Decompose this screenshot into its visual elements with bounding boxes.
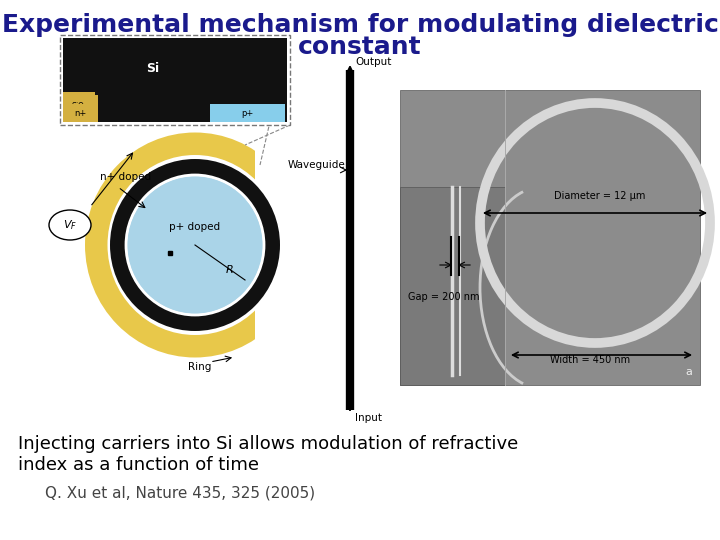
Text: SiO$_2$: SiO$_2$: [71, 101, 89, 113]
Bar: [63, 92, 98, 122]
Ellipse shape: [110, 159, 280, 331]
Text: $V_F$: $V_F$: [63, 218, 77, 232]
Text: a: a: [685, 367, 692, 377]
Text: Experimental mechanism for modulating dielectric: Experimental mechanism for modulating di…: [1, 13, 719, 37]
Text: Diameter = 12 μm: Diameter = 12 μm: [554, 191, 646, 201]
Text: Waveguide: Waveguide: [287, 160, 345, 170]
Text: n+ doped: n+ doped: [100, 172, 151, 182]
Text: Ring: Ring: [189, 362, 212, 372]
Ellipse shape: [107, 155, 282, 335]
Bar: [95, 43, 210, 95]
Ellipse shape: [85, 132, 305, 357]
FancyBboxPatch shape: [60, 35, 290, 125]
Text: p+ doped: p+ doped: [169, 222, 220, 232]
Text: Q. Xu et al, Nature 435, 325 (2005): Q. Xu et al, Nature 435, 325 (2005): [45, 485, 315, 500]
Bar: [63, 38, 287, 122]
Text: Si: Si: [146, 63, 160, 76]
Text: Width = 450 nm: Width = 450 nm: [550, 355, 630, 365]
Text: Gap = 200 nm: Gap = 200 nm: [408, 292, 480, 302]
Text: n+: n+: [74, 109, 86, 118]
Bar: [210, 104, 285, 122]
Text: constant: constant: [298, 35, 422, 59]
Bar: [63, 104, 98, 122]
Text: R: R: [226, 265, 234, 275]
Ellipse shape: [126, 175, 264, 315]
Bar: [400, 187, 505, 385]
Text: Injecting carriers into Si allows modulation of refractive
index as a function o: Injecting carriers into Si allows modula…: [18, 435, 518, 474]
Ellipse shape: [49, 210, 91, 240]
Ellipse shape: [127, 176, 263, 314]
Text: Output: Output: [355, 57, 392, 67]
Bar: [400, 90, 700, 385]
Bar: [255, 125, 355, 365]
Text: Input: Input: [355, 413, 382, 423]
Text: p+: p+: [241, 109, 253, 118]
